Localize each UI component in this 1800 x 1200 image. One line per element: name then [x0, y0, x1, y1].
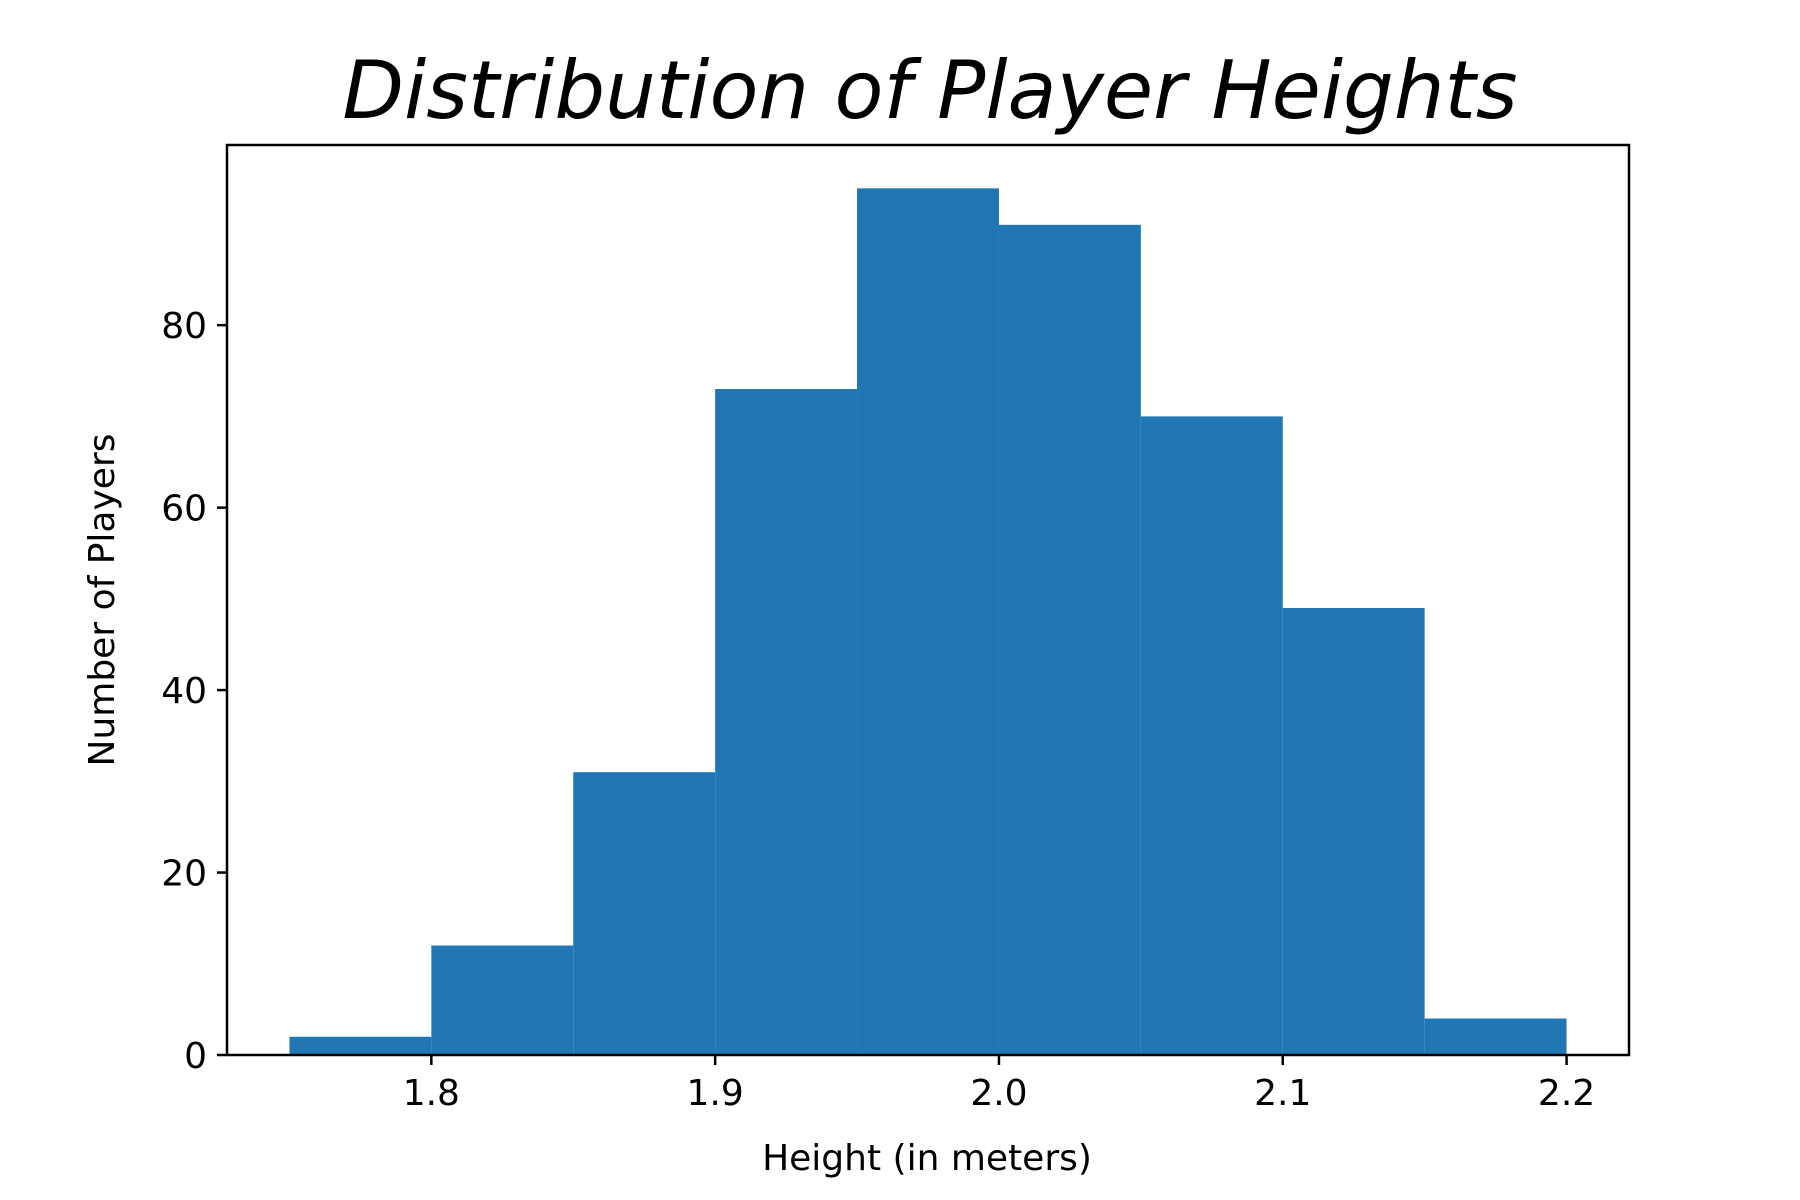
histogram-bar-1 — [289, 1036, 432, 1055]
y-tick-label: 80 — [161, 306, 207, 347]
y-axis-label: Number of Players — [82, 434, 123, 767]
histogram-bar-2 — [431, 945, 574, 1055]
y-axis-ticks: 0 20 40 60 80 — [161, 306, 227, 1077]
x-tick-label: 2.2 — [1538, 1073, 1595, 1114]
histogram-bar-6 — [998, 224, 1141, 1055]
x-axis-label: Height (in meters) — [762, 1138, 1092, 1179]
x-tick-label: 2.0 — [970, 1073, 1027, 1114]
chart-title: Distribution of Player Heights — [342, 44, 1517, 137]
histogram-bar-9 — [1424, 1018, 1567, 1055]
y-tick-label: 60 — [161, 489, 207, 530]
histogram-bar-8 — [1282, 607, 1425, 1055]
x-tick-label: 1.9 — [687, 1073, 744, 1114]
bars-layer — [289, 188, 1567, 1056]
y-tick-label: 0 — [184, 1036, 207, 1077]
x-tick-label: 2.1 — [1254, 1073, 1311, 1114]
histogram-bar-7 — [1140, 416, 1283, 1055]
x-tick-label: 1.8 — [403, 1073, 460, 1114]
y-tick-label: 20 — [161, 854, 207, 895]
histogram-bar-3 — [573, 772, 716, 1055]
x-axis-ticks: 1.8 1.9 2.0 2.1 2.2 — [403, 1055, 1595, 1114]
histogram-bar-5 — [857, 188, 999, 1056]
histogram-bar-4 — [715, 389, 858, 1055]
y-tick-label: 40 — [161, 671, 207, 712]
axes-frame — [225, 143, 1631, 1057]
